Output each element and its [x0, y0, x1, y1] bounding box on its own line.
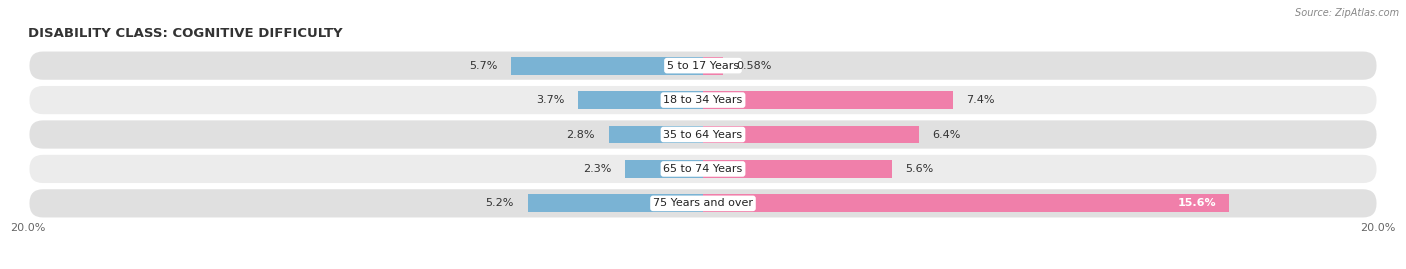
Text: 5 to 17 Years: 5 to 17 Years: [666, 61, 740, 71]
Text: DISABILITY CLASS: COGNITIVE DIFFICULTY: DISABILITY CLASS: COGNITIVE DIFFICULTY: [28, 27, 343, 40]
FancyBboxPatch shape: [30, 155, 1376, 183]
Text: Source: ZipAtlas.com: Source: ZipAtlas.com: [1295, 8, 1399, 18]
Text: 35 to 64 Years: 35 to 64 Years: [664, 129, 742, 140]
Text: 15.6%: 15.6%: [1177, 198, 1216, 208]
FancyBboxPatch shape: [30, 86, 1376, 114]
Bar: [703, 91, 953, 109]
Text: 0.58%: 0.58%: [737, 61, 772, 71]
Bar: [703, 57, 723, 75]
Bar: [703, 194, 1229, 212]
Bar: [527, 194, 703, 212]
Bar: [578, 91, 703, 109]
Text: 6.4%: 6.4%: [932, 129, 960, 140]
Bar: [703, 160, 891, 178]
FancyBboxPatch shape: [30, 189, 1376, 217]
Text: 5.7%: 5.7%: [468, 61, 498, 71]
Text: 2.8%: 2.8%: [567, 129, 595, 140]
Text: 3.7%: 3.7%: [536, 95, 565, 105]
Bar: [626, 160, 703, 178]
Text: 18 to 34 Years: 18 to 34 Years: [664, 95, 742, 105]
Bar: [703, 126, 920, 143]
Bar: [510, 57, 703, 75]
Text: 75 Years and over: 75 Years and over: [652, 198, 754, 208]
Text: 65 to 74 Years: 65 to 74 Years: [664, 164, 742, 174]
Text: 7.4%: 7.4%: [966, 95, 994, 105]
FancyBboxPatch shape: [30, 52, 1376, 80]
Text: 5.6%: 5.6%: [905, 164, 934, 174]
Bar: [609, 126, 703, 143]
Text: 2.3%: 2.3%: [583, 164, 612, 174]
FancyBboxPatch shape: [30, 121, 1376, 148]
Text: 5.2%: 5.2%: [485, 198, 515, 208]
